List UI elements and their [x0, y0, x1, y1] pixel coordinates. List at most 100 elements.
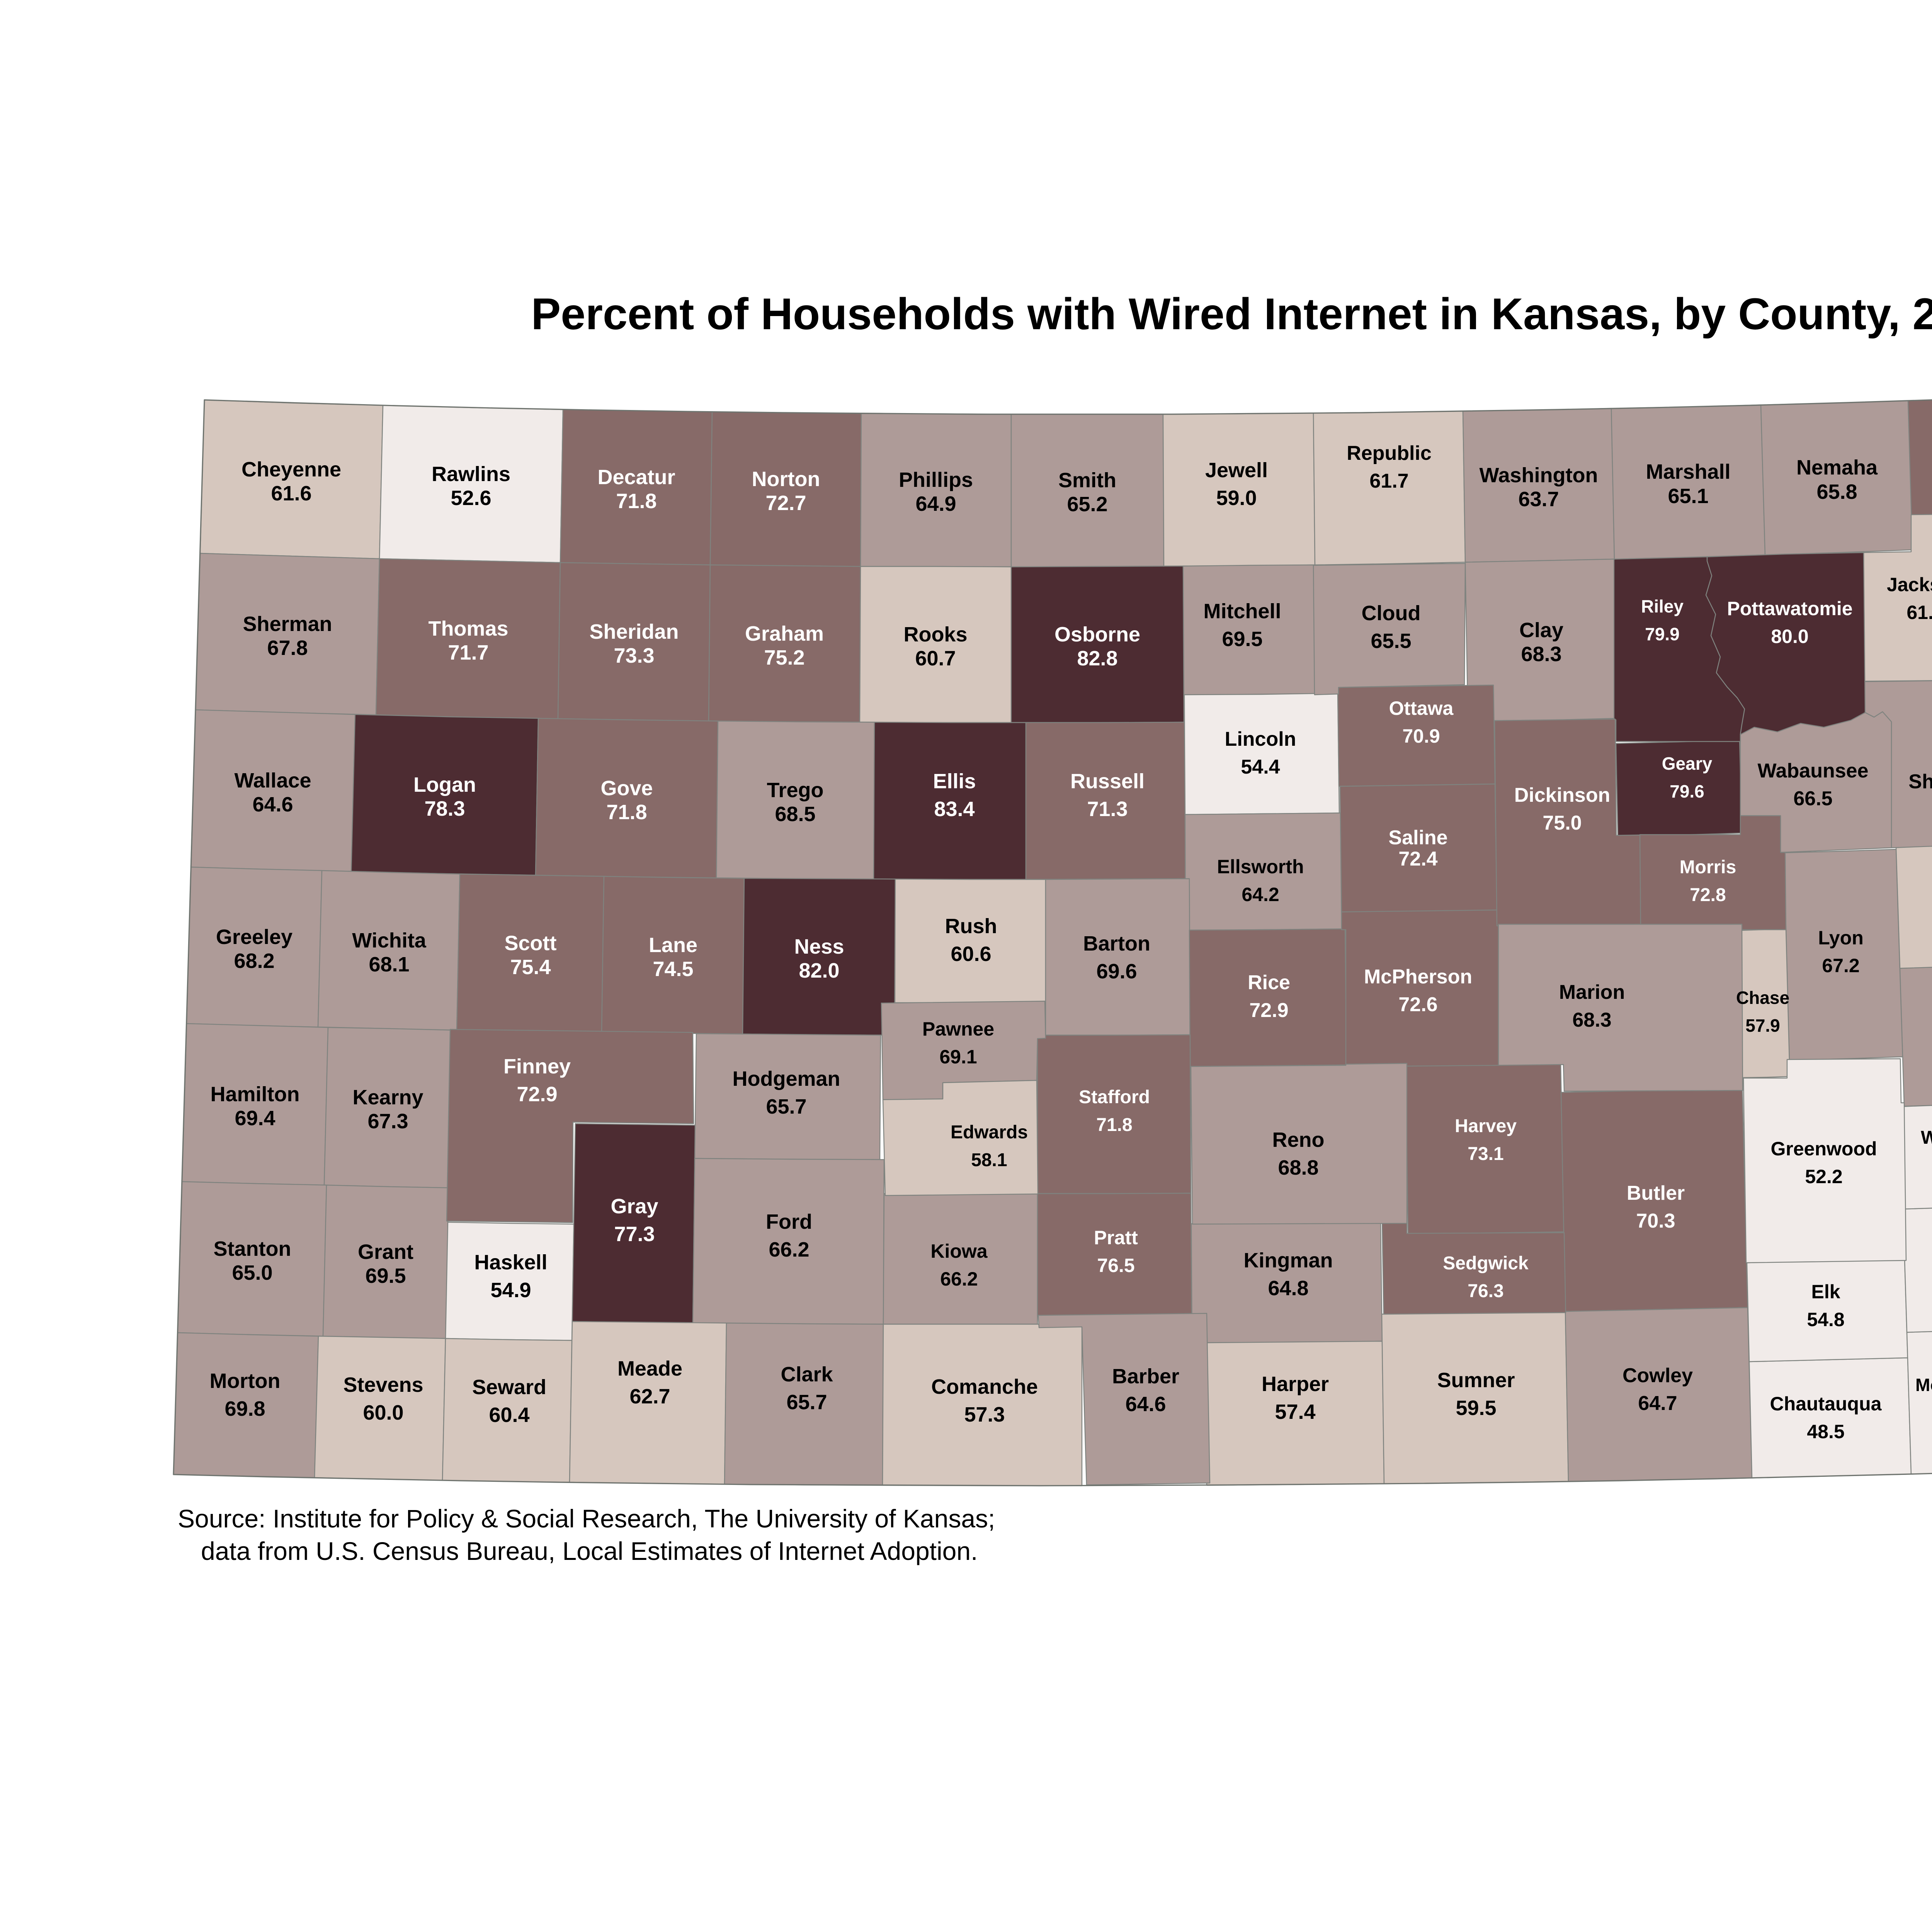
svg-text:75.2: 75.2 — [764, 646, 804, 669]
svg-text:Sedgwick: Sedgwick — [1443, 1253, 1529, 1274]
svg-text:60.4: 60.4 — [489, 1403, 529, 1427]
svg-text:78.3: 78.3 — [424, 797, 465, 820]
svg-text:Meade: Meade — [617, 1357, 682, 1380]
svg-text:63.7: 63.7 — [1518, 488, 1559, 511]
svg-text:64.6: 64.6 — [1125, 1393, 1166, 1416]
svg-text:72.4: 72.4 — [1398, 848, 1437, 870]
svg-text:Source: Institute for Policy &: Source: Institute for Policy & Social Re… — [178, 1504, 995, 1533]
svg-text:68.3: 68.3 — [1572, 1009, 1611, 1031]
svg-text:61.9: 61.9 — [1906, 602, 1932, 623]
svg-text:59.0: 59.0 — [1216, 486, 1257, 510]
svg-text:Lyon: Lyon — [1818, 927, 1864, 949]
svg-text:Nemaha: Nemaha — [1796, 456, 1878, 479]
svg-text:54.9: 54.9 — [490, 1279, 531, 1302]
svg-text:68.8: 68.8 — [1278, 1156, 1318, 1179]
svg-text:Grant: Grant — [358, 1240, 413, 1264]
svg-text:Elk: Elk — [1811, 1281, 1840, 1303]
svg-text:Ellsworth: Ellsworth — [1217, 856, 1304, 878]
svg-text:Sherman: Sherman — [243, 612, 332, 636]
svg-text:77.3: 77.3 — [614, 1223, 655, 1246]
svg-text:64.7: 64.7 — [1638, 1392, 1677, 1415]
svg-text:Wabaunsee: Wabaunsee — [1757, 760, 1868, 782]
svg-text:64.6: 64.6 — [252, 793, 293, 816]
svg-text:54.8: 54.8 — [1807, 1309, 1844, 1330]
svg-text:65.7: 65.7 — [766, 1095, 806, 1118]
svg-text:Harvey: Harvey — [1455, 1116, 1517, 1136]
svg-text:61.7: 61.7 — [1369, 470, 1408, 492]
svg-text:69.1: 69.1 — [939, 1046, 977, 1068]
svg-text:57.4: 57.4 — [1275, 1400, 1315, 1423]
svg-text:57.9: 57.9 — [1745, 1015, 1780, 1036]
svg-text:66.2: 66.2 — [940, 1268, 978, 1290]
svg-text:67.8: 67.8 — [267, 636, 308, 660]
svg-text:62.7: 62.7 — [629, 1385, 670, 1408]
svg-text:Rooks: Rooks — [903, 623, 967, 646]
svg-text:Percent of Households with Wir: Percent of Households with Wired Interne… — [531, 289, 1932, 339]
svg-text:68.5: 68.5 — [775, 803, 815, 826]
svg-text:73.3: 73.3 — [614, 644, 654, 667]
svg-text:Jewell: Jewell — [1205, 459, 1268, 482]
svg-text:Marshall: Marshall — [1646, 460, 1730, 483]
svg-text:69.6: 69.6 — [1096, 960, 1137, 983]
svg-text:71.8: 71.8 — [616, 490, 656, 513]
svg-text:Stafford: Stafford — [1079, 1087, 1150, 1107]
svg-text:Washington: Washington — [1480, 464, 1598, 487]
svg-text:Pratt: Pratt — [1094, 1227, 1138, 1248]
svg-text:Ellis: Ellis — [933, 770, 976, 793]
svg-text:52.2: 52.2 — [1805, 1166, 1842, 1187]
svg-text:Chautauqua: Chautauqua — [1770, 1393, 1882, 1415]
svg-text:65.1: 65.1 — [1668, 485, 1708, 508]
svg-text:72.6: 72.6 — [1398, 993, 1437, 1016]
svg-text:Cowley: Cowley — [1622, 1364, 1693, 1387]
svg-text:Sumner: Sumner — [1437, 1369, 1515, 1392]
svg-text:71.7: 71.7 — [448, 641, 488, 664]
svg-text:60.7: 60.7 — [915, 647, 956, 670]
svg-text:65.8: 65.8 — [1816, 480, 1857, 503]
svg-text:Montgomery: Montgomery — [1915, 1375, 1932, 1395]
svg-text:Kiowa: Kiowa — [930, 1240, 988, 1262]
svg-text:Riley: Riley — [1641, 596, 1684, 616]
svg-text:Cloud: Cloud — [1362, 602, 1421, 625]
svg-text:Clay: Clay — [1519, 619, 1563, 642]
svg-text:Phillips: Phillips — [899, 468, 973, 492]
svg-text:Kingman: Kingman — [1243, 1249, 1333, 1272]
svg-text:McPherson: McPherson — [1364, 966, 1472, 988]
svg-text:72.9: 72.9 — [517, 1083, 557, 1106]
svg-text:71.3: 71.3 — [1087, 798, 1128, 821]
svg-text:Morris: Morris — [1680, 857, 1736, 878]
svg-text:Gray: Gray — [611, 1195, 658, 1218]
svg-text:Reno: Reno — [1272, 1128, 1325, 1151]
svg-text:66.2: 66.2 — [769, 1238, 809, 1261]
svg-text:57.3: 57.3 — [964, 1403, 1005, 1426]
svg-text:Norton: Norton — [752, 468, 820, 491]
svg-text:Butler: Butler — [1627, 1182, 1685, 1204]
svg-text:Seward: Seward — [472, 1376, 546, 1399]
svg-text:70.3: 70.3 — [1636, 1210, 1675, 1232]
svg-text:54.4: 54.4 — [1241, 756, 1280, 778]
svg-text:73.1: 73.1 — [1468, 1144, 1503, 1164]
svg-text:Lincoln: Lincoln — [1225, 728, 1296, 750]
svg-text:52.6: 52.6 — [451, 486, 491, 510]
svg-text:Sheridan: Sheridan — [589, 620, 679, 643]
svg-text:Dickinson: Dickinson — [1514, 784, 1611, 806]
svg-text:66.5: 66.5 — [1793, 787, 1832, 810]
svg-text:69.5: 69.5 — [1222, 628, 1262, 651]
svg-text:64.9: 64.9 — [915, 492, 956, 515]
svg-text:Russell: Russell — [1070, 770, 1145, 793]
svg-text:Barton: Barton — [1083, 932, 1150, 955]
svg-text:Scott: Scott — [505, 932, 557, 955]
svg-text:Lane: Lane — [649, 934, 697, 957]
svg-text:Hamilton: Hamilton — [210, 1083, 299, 1106]
svg-text:Logan: Logan — [413, 773, 476, 796]
svg-text:48.5: 48.5 — [1807, 1421, 1844, 1442]
svg-text:Trego: Trego — [767, 779, 823, 802]
svg-text:Comanche: Comanche — [931, 1375, 1038, 1398]
svg-text:79.9: 79.9 — [1645, 624, 1680, 644]
svg-text:Woodson: Woodson — [1921, 1128, 1932, 1148]
svg-text:Hodgeman: Hodgeman — [732, 1067, 840, 1090]
svg-text:59.5: 59.5 — [1456, 1396, 1496, 1420]
svg-text:68.2: 68.2 — [234, 949, 274, 973]
svg-text:Pottawatomie: Pottawatomie — [1727, 598, 1852, 619]
svg-text:68.3: 68.3 — [1521, 643, 1561, 666]
svg-text:64.8: 64.8 — [1268, 1277, 1308, 1300]
